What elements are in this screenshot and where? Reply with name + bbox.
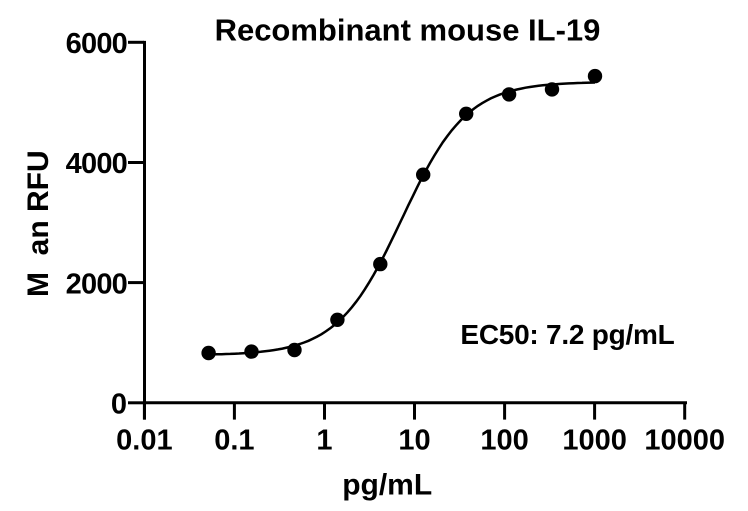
svg-text:pg/mL: pg/mL [342,469,432,502]
svg-text:10: 10 [398,425,430,457]
svg-text:Recombinant mouse IL-19: Recombinant mouse IL-19 [215,13,601,48]
svg-text:100: 100 [480,425,528,457]
svg-text:2000: 2000 [66,268,127,300]
svg-text:EC50: 7.2 pg/mL: EC50: 7.2 pg/mL [460,319,674,350]
svg-text:10000: 10000 [644,425,725,457]
svg-text:0: 0 [111,389,127,421]
svg-text:4000: 4000 [66,148,127,180]
svg-text:1000: 1000 [562,425,627,457]
svg-text:0.1: 0.1 [214,425,254,457]
svg-text:0.01: 0.01 [116,425,172,457]
svg-text:6000: 6000 [66,28,127,60]
svg-text:M an RFU: M an RFU [22,150,55,297]
svg-text:1: 1 [316,425,332,457]
